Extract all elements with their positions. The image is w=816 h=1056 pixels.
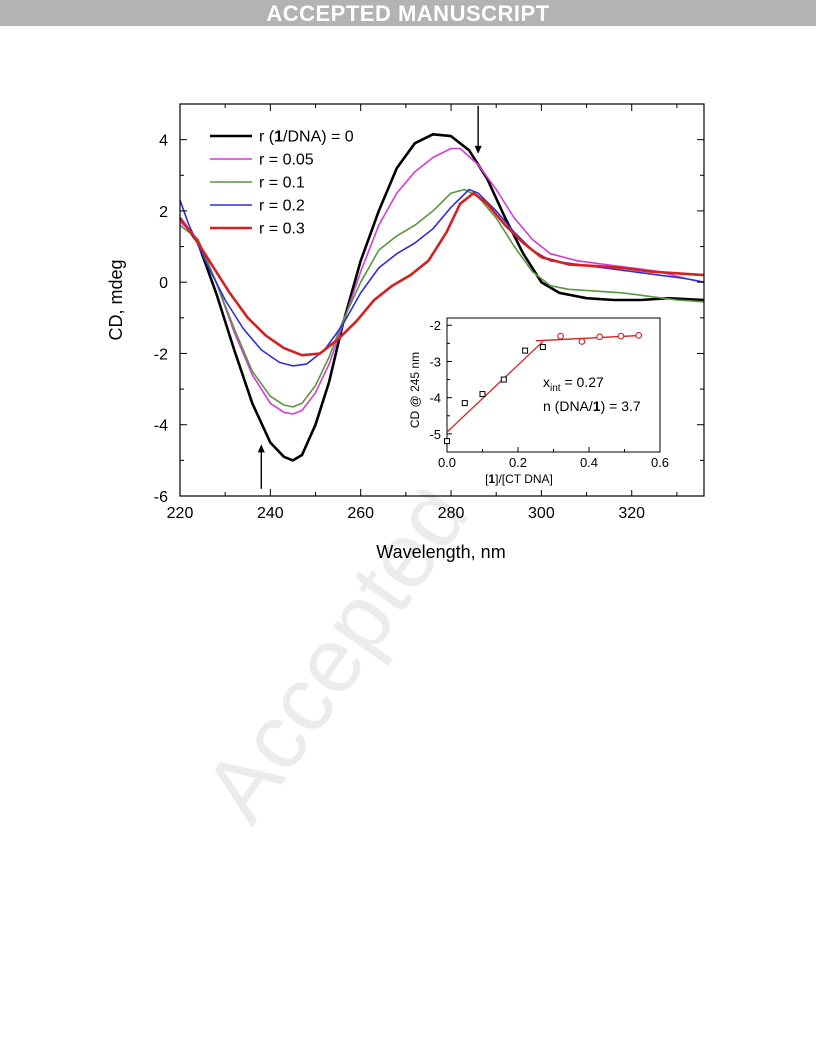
y-tick-label: 4 xyxy=(159,133,168,150)
inset-point-circle xyxy=(557,332,564,340)
y-tick-label: -6 xyxy=(154,489,168,506)
inset-x-tick-label: 0.4 xyxy=(580,455,598,470)
inset-axes: 0.0 0.2 0.4 0.6 -2 -3 -4 -5 xyxy=(429,317,669,470)
x-tick-label: 240 xyxy=(257,505,284,522)
inset-x-tick-label: 0.0 xyxy=(438,455,456,470)
inset-point-circle xyxy=(578,338,586,345)
main-cd-plot: r (1/DNA) = 0 r = 0.05 r = 0.1 r = 0.2 r = 0… xyxy=(106,103,705,562)
inset-point-circle xyxy=(635,332,643,339)
y-tick-label: -4 xyxy=(154,418,168,435)
n-annotation: n (DNA/1) = 3.7 xyxy=(543,398,641,414)
inset-fit-lines xyxy=(446,334,643,433)
y-tick-label: 0 xyxy=(159,275,168,292)
legend-entry-1: r = 0.05 xyxy=(259,152,314,169)
main-x-axis-label: Wavelength, nm xyxy=(376,542,505,562)
main-y-axis-label: CD, mdeg xyxy=(106,259,126,340)
y-tick-label: -2 xyxy=(154,346,168,363)
x-tick-label: 320 xyxy=(618,505,645,522)
x-tick-label: 300 xyxy=(528,505,555,522)
titration-arrow-0 xyxy=(474,105,482,154)
cd-curve-4 xyxy=(178,191,705,357)
legend-entry-0: r (1/DNA) = 0 xyxy=(259,129,354,146)
main-plot-frame xyxy=(179,103,705,497)
inset-fit-line-1 xyxy=(535,334,643,342)
inset-x-tick-label: 0.6 xyxy=(651,455,669,470)
inset-point-square xyxy=(500,376,507,383)
xint-annotation: xint = 0.27 xyxy=(543,374,604,394)
legend: r (1/DNA) = 0 r = 0.05 r = 0.1 r = 0.2 r = 0… xyxy=(210,129,354,238)
legend-entry-4: r = 0.3 xyxy=(259,221,305,238)
legend-entry-3: r = 0.2 xyxy=(259,198,305,215)
inset-point-square xyxy=(461,400,468,407)
titration-arrow-1 xyxy=(257,444,265,489)
legend-entry-2: r = 0.1 xyxy=(259,175,305,192)
inset-point-circle xyxy=(617,332,625,340)
inset-y-tick-label: -2 xyxy=(429,318,441,333)
inset-point-square xyxy=(522,347,529,354)
cd-curve-1 xyxy=(179,147,705,415)
inset-point-square xyxy=(479,391,486,398)
y-tick-label: 2 xyxy=(159,204,168,221)
titration-arrows xyxy=(257,105,482,489)
inset-point-square xyxy=(444,438,450,445)
inset-x-tick-label: 0.2 xyxy=(509,455,527,470)
cd-spectra-curves xyxy=(178,133,705,462)
inset-binding-plot: 0.0 0.2 0.4 0.6 -2 -3 -4 -5 xint = 0.27 n (DNA/… xyxy=(396,316,692,490)
cd-curve-0 xyxy=(178,133,705,462)
inset-y-tick-label: -4 xyxy=(429,391,441,406)
x-tick-label: 220 xyxy=(167,505,194,522)
inset-y-axis-label: CD @ 245 nm xyxy=(408,352,422,428)
inset-data-points xyxy=(444,332,643,445)
inset-y-tick-label: -3 xyxy=(429,354,441,369)
main-axes: 220 240 260 280 300 320 -6 -4 -2 0 2 4 xyxy=(154,103,705,522)
accepted-manuscript-banner: ACCEPTED MANUSCRIPT xyxy=(0,0,816,26)
inset-point-square xyxy=(539,343,546,350)
inset-y-tick-label: -5 xyxy=(429,427,441,442)
cd-curve-2 xyxy=(179,188,705,408)
x-tick-label: 280 xyxy=(438,505,465,522)
inset-x-axis-label: [1]/[CT DNA] xyxy=(485,472,553,486)
x-tick-label: 260 xyxy=(347,505,374,522)
inset-fit-line-0 xyxy=(446,341,544,433)
inset-point-circle xyxy=(596,333,604,341)
